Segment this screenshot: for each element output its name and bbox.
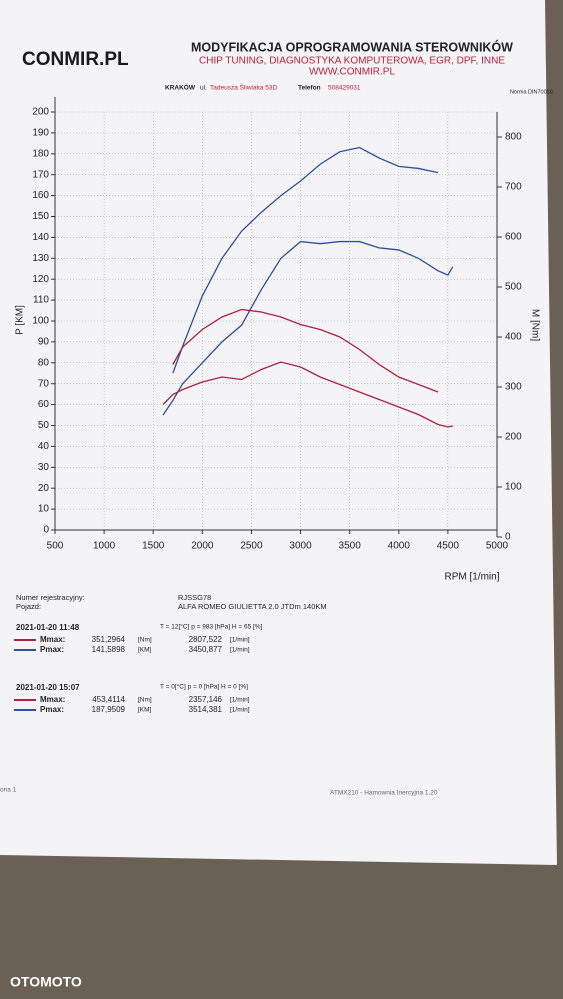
meas-value: 141,5898 [92, 645, 126, 654]
meas-rpm-unit: [1/min] [230, 697, 250, 704]
meas-unit: [KM] [138, 707, 152, 714]
meas-value: 187,9509 [92, 705, 126, 714]
meas-unit: [Nm] [138, 637, 152, 644]
y-tick-label: 110 [33, 295, 49, 306]
y2-tick-label: 100 [505, 482, 522, 493]
meas-rpm: 3514,381 [189, 705, 223, 714]
meas-date: 2021-01-20 11:48 [16, 623, 80, 632]
y-tick-label: 170 [32, 169, 49, 180]
y-tick-label: 80 [38, 357, 50, 368]
curve [162, 240, 454, 416]
y-tick-label: 50 [38, 420, 50, 431]
meas-label: Pmax: [40, 645, 64, 654]
curve [162, 361, 453, 428]
subtitle: CHIP TUNING, DIAGNOSTYKA KOMPUTEROWA, EG… [199, 56, 505, 67]
y-tick-label: 40 [38, 441, 50, 452]
y2-tick-label: 300 [505, 382, 522, 393]
y-tick-label: 150 [32, 211, 49, 222]
y-tick-label: 70 [38, 378, 50, 389]
meas-unit: [Nm] [138, 697, 152, 704]
logo: CONMIR.PL [22, 49, 129, 70]
title: MODYFIKACJA OPROGRAMOWANIA STEROWNIKÓW [191, 39, 513, 54]
meas-rpm: 2357,146 [189, 695, 223, 704]
meas-unit: [KM] [138, 647, 152, 654]
y-tick-label: 200 [32, 107, 49, 118]
meas-rpm-unit: [1/min] [230, 637, 250, 644]
website: WWW.CONMIR.PL [309, 67, 396, 78]
curve [172, 146, 439, 374]
y2-axis-label: M [Nm] [529, 309, 540, 341]
norm: Norma DIN70020 [510, 89, 553, 95]
meas-conditions: T = 0[°C] p = 0 [hPa] H = 0 [%] [160, 683, 248, 691]
street: Tadeusza Śliwiaka 53D [210, 83, 278, 92]
y-tick-label: 10 [38, 504, 50, 515]
meas-label: Mmax: [40, 695, 65, 704]
y-tick-label: 120 [32, 274, 49, 285]
car: ALFA ROMEO GIULIETTA 2.0 JTDm 140KM [178, 602, 327, 611]
page-number: ona 1 [0, 787, 17, 794]
x-tick-label: 1000 [93, 541, 116, 552]
phone: 508429031 [328, 85, 361, 92]
y2-tick-label: 800 [505, 132, 522, 143]
y-tick-label: 20 [38, 483, 50, 494]
x-tick-label: 5000 [486, 541, 509, 552]
meas-rpm: 2807,522 [189, 635, 223, 644]
y2-tick-label: 400 [505, 332, 522, 343]
meas-rpm-unit: [1/min] [230, 707, 250, 714]
y-tick-label: 160 [32, 190, 49, 201]
y-tick-label: 130 [32, 253, 49, 264]
meas-rpm: 3450,877 [189, 645, 223, 654]
y-tick-label: 30 [38, 462, 50, 473]
watermark: OTOMOTO [10, 974, 82, 990]
x-axis-label: RPM [1/min] [444, 572, 499, 583]
y-tick-label: 100 [32, 316, 49, 327]
x-tick-label: 3500 [339, 541, 362, 552]
curve [172, 308, 439, 393]
car-label: Pojazd: [16, 602, 41, 611]
x-tick-label: 3000 [289, 541, 312, 552]
meas-value: 453,4114 [92, 695, 125, 704]
x-tick-label: 4000 [388, 541, 411, 552]
x-tick-label: 2000 [191, 541, 214, 552]
x-tick-label: 1500 [142, 541, 165, 552]
y-tick-label: 190 [32, 128, 49, 139]
meas-label: Mmax: [40, 635, 65, 644]
reg: RJSSG78 [178, 593, 211, 602]
meas-date: 2021-01-20 15:07 [16, 683, 80, 692]
software: ATMX210 - Hamownia Inercyjna 1.20 [330, 790, 438, 797]
y-tick-label: 0 [43, 525, 49, 536]
meas-rpm-unit: [1/min] [230, 647, 250, 654]
x-tick-label: 500 [47, 541, 64, 552]
y2-tick-label: 600 [505, 232, 522, 243]
street-prefix: ul. [200, 85, 207, 92]
y-tick-label: 140 [32, 232, 49, 243]
measurements: 2021-01-20 11:48 T = 12[°C] p = 983 [hPa]… [14, 623, 263, 714]
meas-label: Pmax: [40, 705, 64, 714]
x-tick-label: 2500 [240, 541, 263, 552]
x-tick-label: 4500 [437, 541, 460, 552]
reg-label: Numer rejestracyjny: [16, 593, 85, 602]
city: KRAKÓW [165, 83, 196, 92]
meas-conditions: T = 12[°C] p = 983 [hPa] H = 65 [%] [160, 623, 263, 631]
y-tick-label: 90 [38, 337, 50, 348]
y2-tick-label: 200 [505, 432, 522, 443]
y-tick-label: 180 [32, 148, 49, 159]
y-tick-label: 60 [38, 399, 50, 410]
phone-label: Telefon [298, 85, 321, 92]
y2-tick-label: 0 [505, 532, 511, 543]
y-axis-label: P [KM] [15, 305, 26, 335]
y2-tick-label: 700 [505, 182, 522, 193]
paper [0, 0, 557, 865]
meas-value: 351,2964 [92, 635, 126, 644]
y2-tick-label: 500 [505, 282, 522, 293]
